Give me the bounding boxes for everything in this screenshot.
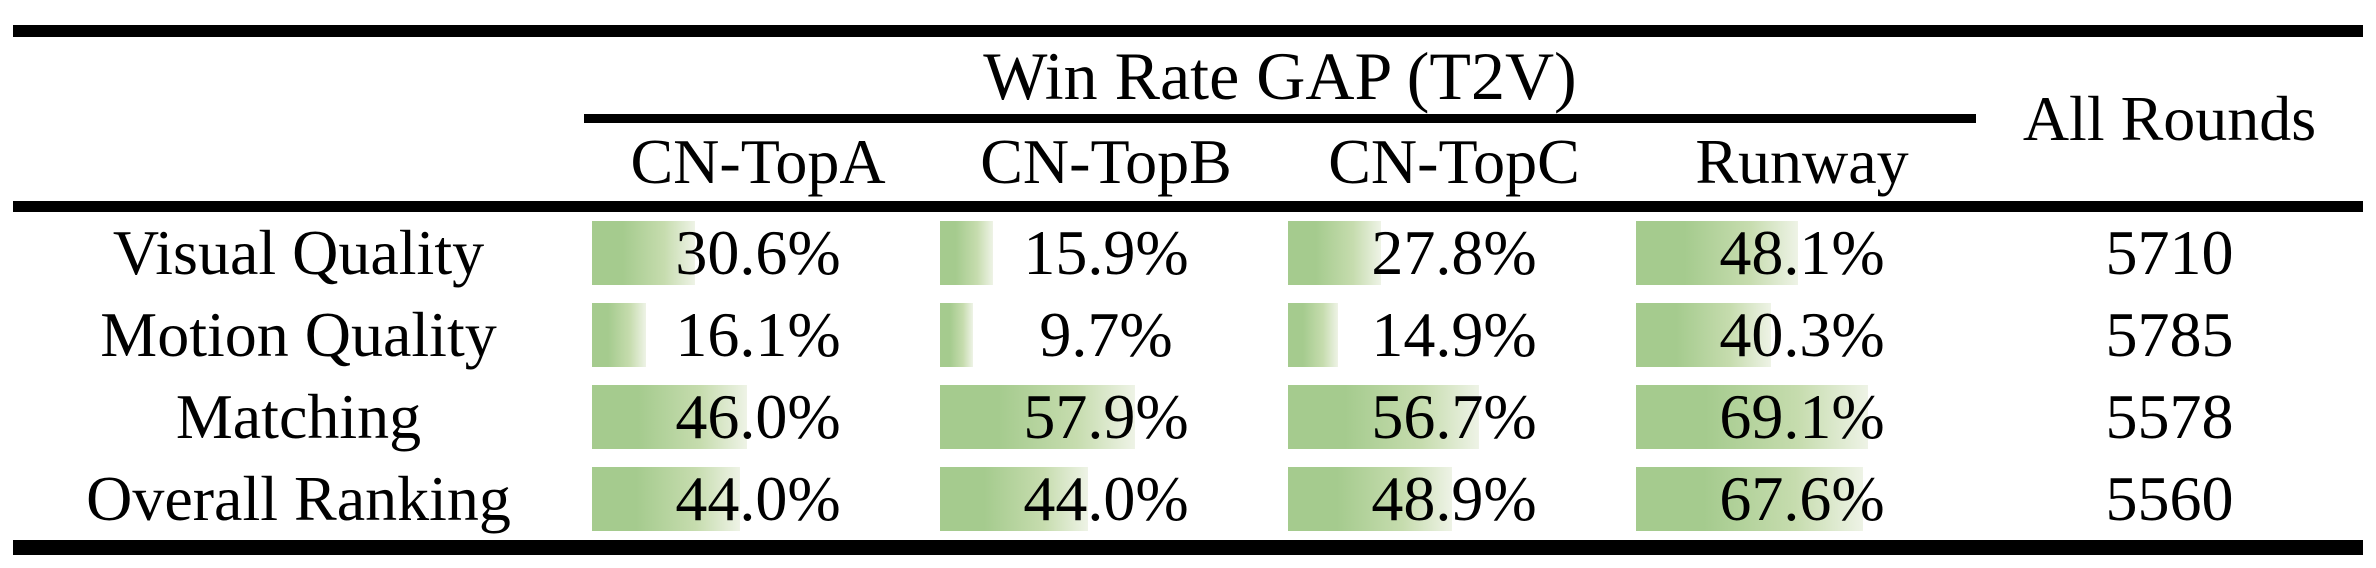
table-header: Win Rate GAP (T2V) CN-TopA CN-TopB CN-To… [13, 37, 2363, 201]
percent-value: 9.7% [1039, 299, 1173, 370]
percent-value: 56.7% [1371, 381, 1537, 452]
table-row: Visual Quality 30.6% 15.9% 27.8% 48.1% 5… [13, 212, 2363, 294]
data-bar [1636, 467, 1863, 531]
percent-value: 27.8% [1371, 217, 1537, 288]
data-bar [1288, 221, 1381, 285]
percent-value: 44.0% [1023, 463, 1189, 534]
row-label: Matching [175, 381, 422, 452]
data-bar [940, 303, 973, 367]
row-label: Motion Quality [100, 299, 497, 370]
data-bar [1636, 303, 1771, 367]
percent-value: 30.6% [675, 217, 841, 288]
data-cell: 56.7% [1280, 376, 1628, 458]
data-bar [592, 221, 695, 285]
table-row: Overall Ranking 44.0% 44.0% 48.9% 67.6% … [13, 458, 2363, 540]
percent-value: 69.1% [1719, 381, 1885, 452]
percent-value: 44.0% [675, 463, 841, 534]
percent-value: 48.9% [1371, 463, 1537, 534]
data-bar [940, 385, 1135, 449]
data-bar [592, 303, 646, 367]
column-header-cn-topb: CN-TopB [980, 126, 1232, 197]
column-header-cn-topa: CN-TopA [630, 126, 886, 197]
data-cell: 16.1% [584, 294, 932, 376]
data-cell: 67.6% [1628, 458, 1976, 540]
data-cell: 48.9% [1280, 458, 1628, 540]
all-rounds-value: 5710 [2105, 217, 2234, 288]
header-spacer [13, 37, 584, 201]
column-header-all-rounds: All Rounds [2022, 83, 2317, 154]
paper-table-figure: Win Rate GAP (T2V) CN-TopA CN-TopB CN-To… [13, 25, 2363, 555]
row-label: Overall Ranking [86, 463, 511, 534]
column-header-cn-topc: CN-TopC [1328, 126, 1580, 197]
data-cell: 69.1% [1628, 376, 1976, 458]
bottom-rule [13, 540, 2363, 555]
percent-value: 57.9% [1023, 381, 1189, 452]
percent-value: 15.9% [1023, 217, 1189, 288]
data-bar [1288, 385, 1479, 449]
percent-value: 40.3% [1719, 299, 1885, 370]
data-cell: 48.1% [1628, 212, 1976, 294]
data-bar [592, 467, 740, 531]
table-row: Motion Quality 16.1% 9.7% 14.9% 40.3% 57… [13, 294, 2363, 376]
data-cell: 44.0% [584, 458, 932, 540]
data-cell: 46.0% [584, 376, 932, 458]
data-bar [1636, 385, 1868, 449]
data-cell: 9.7% [932, 294, 1280, 376]
data-bar [1288, 303, 1338, 367]
data-cell: 44.0% [932, 458, 1280, 540]
column-headers: CN-TopA CN-TopB CN-TopC Runway [584, 123, 1976, 201]
data-cell: 14.9% [1280, 294, 1628, 376]
row-label: Visual Quality [112, 217, 485, 288]
column-header-runway: Runway [1695, 126, 1909, 197]
data-bar [1636, 221, 1798, 285]
span-title: Win Rate GAP (T2V) [983, 37, 1577, 114]
data-cell: 15.9% [932, 212, 1280, 294]
percent-value: 14.9% [1371, 299, 1537, 370]
percent-value: 46.0% [675, 381, 841, 452]
all-rounds-value: 5785 [2105, 299, 2234, 370]
data-bar [592, 385, 747, 449]
header-span-group: Win Rate GAP (T2V) CN-TopA CN-TopB CN-To… [584, 37, 1976, 201]
data-bar [940, 221, 993, 285]
all-rounds-value: 5578 [2105, 381, 2234, 452]
percent-value: 48.1% [1719, 217, 1885, 288]
all-rounds-value: 5560 [2105, 463, 2234, 534]
data-bar [940, 467, 1088, 531]
top-rule [13, 25, 2363, 37]
data-cell: 30.6% [584, 212, 932, 294]
table-body: Visual Quality 30.6% 15.9% 27.8% 48.1% 5… [13, 212, 2363, 540]
table-row: Matching 46.0% 57.9% 56.7% 69.1% 5578 [13, 376, 2363, 458]
percent-value: 16.1% [675, 299, 841, 370]
cmid-rule [584, 114, 1976, 123]
percent-value: 67.6% [1719, 463, 1885, 534]
mid-rule [13, 201, 2363, 212]
data-cell: 40.3% [1628, 294, 1976, 376]
data-cell: 57.9% [932, 376, 1280, 458]
data-bar [1288, 467, 1452, 531]
data-cell: 27.8% [1280, 212, 1628, 294]
